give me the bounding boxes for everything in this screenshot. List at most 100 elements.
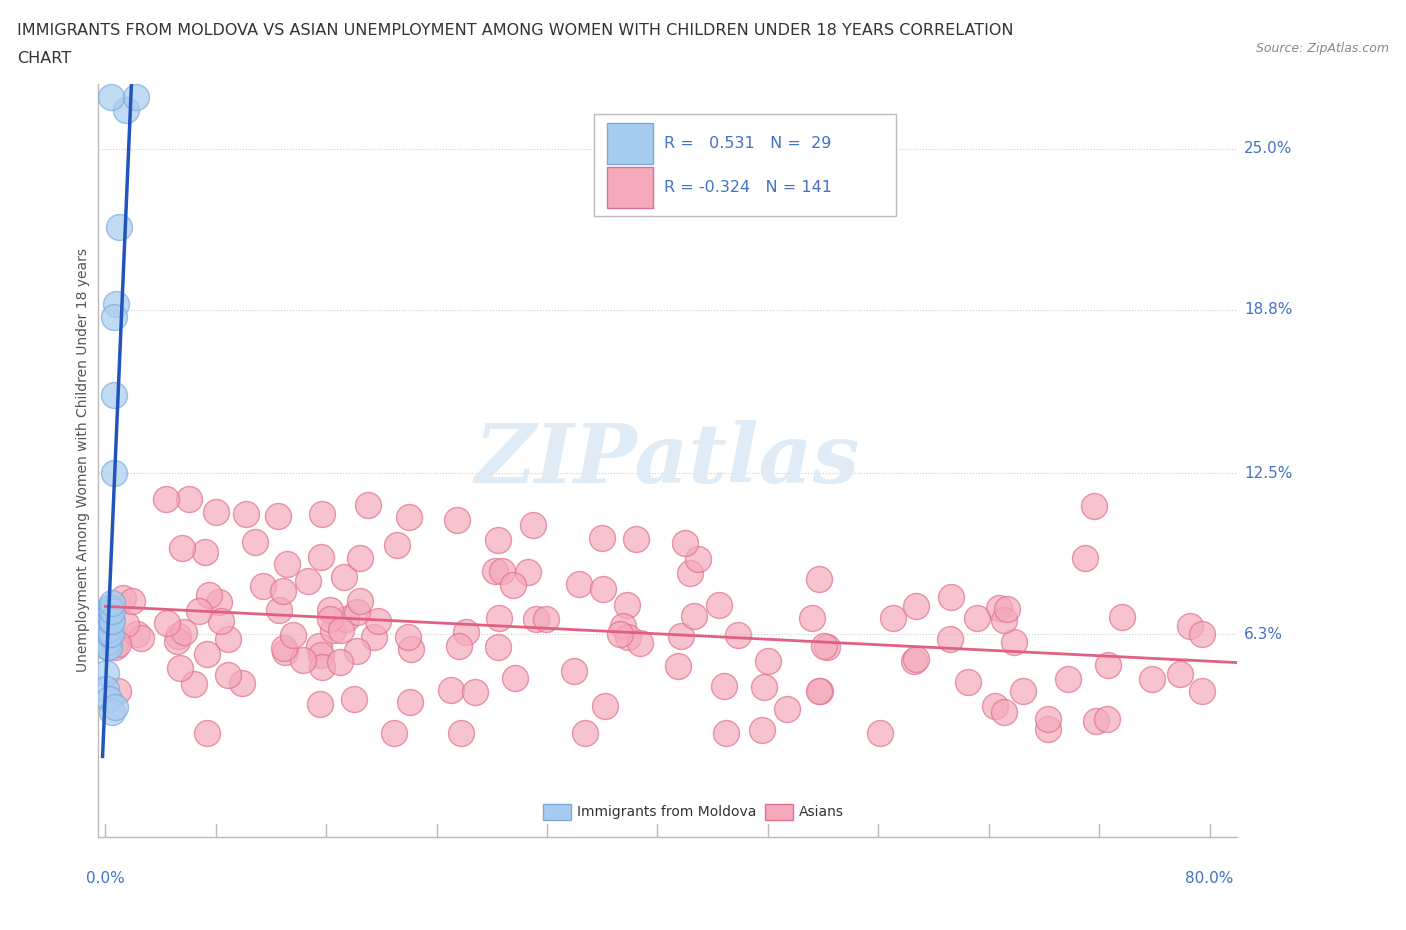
Point	[98, 601, 121, 616]
Point	[398, 510, 420, 525]
Point	[688, 551, 710, 566]
Point	[505, 671, 527, 685]
Point	[1191, 684, 1213, 698]
Point	[562, 663, 585, 678]
Point	[439, 683, 461, 698]
Point	[666, 658, 689, 673]
Point	[319, 603, 342, 618]
Text: 25.0%: 25.0%	[1244, 141, 1292, 156]
Point	[319, 612, 342, 627]
Point	[335, 611, 357, 626]
Point	[593, 699, 616, 714]
Point	[984, 698, 1007, 713]
Point	[574, 725, 596, 740]
Point	[195, 646, 218, 661]
Point	[367, 614, 389, 629]
Point	[107, 684, 129, 698]
Point	[756, 654, 779, 669]
Point	[486, 532, 509, 547]
Point	[108, 219, 131, 234]
Point	[155, 492, 177, 507]
Point	[329, 623, 352, 638]
Point	[707, 597, 730, 612]
Point	[329, 655, 352, 670]
Point	[245, 535, 267, 550]
Point	[97, 604, 120, 618]
Point	[100, 614, 122, 629]
Point	[273, 583, 295, 598]
Point	[308, 639, 330, 654]
FancyBboxPatch shape	[593, 113, 896, 216]
Point	[993, 613, 1015, 628]
Point	[101, 705, 124, 720]
Text: 12.5%: 12.5%	[1244, 466, 1292, 481]
Point	[905, 652, 928, 667]
Point	[98, 622, 121, 637]
Text: 80.0%: 80.0%	[1185, 870, 1234, 885]
Point	[966, 611, 988, 626]
Point	[957, 674, 980, 689]
Point	[1097, 658, 1119, 672]
Point	[522, 518, 544, 533]
Point	[941, 590, 963, 604]
Point	[311, 550, 333, 565]
Point	[166, 633, 188, 648]
Point	[488, 611, 510, 626]
Point	[125, 89, 148, 104]
Bar	[543, 804, 571, 820]
Point	[274, 644, 297, 659]
Point	[815, 639, 838, 654]
Point	[1038, 712, 1060, 727]
Point	[311, 507, 333, 522]
Point	[205, 504, 228, 519]
Point	[993, 705, 1015, 720]
Point	[751, 723, 773, 737]
Point	[98, 627, 121, 642]
Text: R =   0.531   N =  29: R = 0.531 N = 29	[665, 137, 832, 152]
Point	[322, 622, 344, 637]
Point	[807, 572, 830, 587]
Y-axis label: Unemployment Among Women with Children Under 18 years: Unemployment Among Women with Children U…	[76, 248, 90, 672]
Point	[96, 627, 118, 642]
Point	[346, 644, 368, 658]
Point	[810, 684, 832, 698]
Point	[208, 594, 231, 609]
Point	[356, 497, 378, 512]
Point	[401, 642, 423, 657]
Point	[231, 675, 253, 690]
Point	[283, 628, 305, 643]
Point	[349, 551, 371, 565]
Point	[591, 531, 613, 546]
Point	[1002, 634, 1025, 649]
Point	[679, 565, 702, 580]
Point	[101, 596, 124, 611]
Point	[1168, 667, 1191, 682]
Point	[1036, 722, 1059, 737]
Point	[592, 581, 614, 596]
Point	[612, 618, 634, 633]
Point	[156, 616, 179, 631]
Point	[98, 640, 121, 655]
Text: CHART: CHART	[17, 51, 70, 66]
Point	[194, 544, 217, 559]
Point	[97, 614, 120, 629]
Text: ZIPatlas: ZIPatlas	[475, 420, 860, 500]
Point	[235, 507, 257, 522]
Point	[195, 725, 218, 740]
Point	[97, 627, 120, 642]
Point	[385, 538, 408, 552]
Point	[1011, 684, 1033, 698]
Text: IMMIGRANTS FROM MOLDOVA VS ASIAN UNEMPLOYMENT AMONG WOMEN WITH CHILDREN UNDER 18: IMMIGRANTS FROM MOLDOVA VS ASIAN UNEMPLO…	[17, 23, 1014, 38]
Point	[869, 725, 891, 740]
Point	[683, 609, 706, 624]
Point	[349, 593, 371, 608]
Point	[502, 578, 524, 592]
Point	[396, 630, 419, 644]
Point	[486, 640, 509, 655]
Point	[311, 660, 333, 675]
Point	[100, 627, 122, 642]
Point	[104, 699, 127, 714]
Point	[101, 614, 124, 629]
Point	[209, 614, 232, 629]
Point	[1140, 671, 1163, 686]
